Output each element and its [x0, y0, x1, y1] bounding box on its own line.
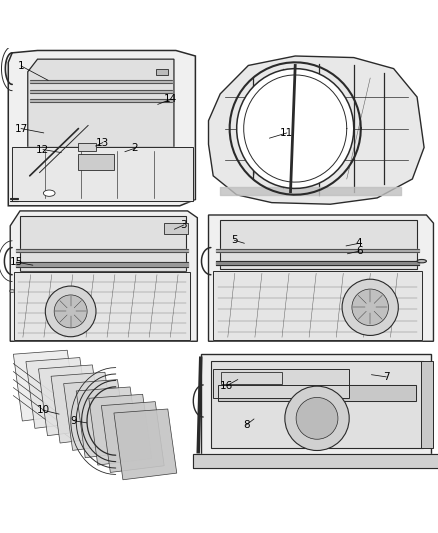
Polygon shape	[26, 358, 89, 429]
Circle shape	[296, 398, 338, 439]
Polygon shape	[201, 354, 431, 457]
Circle shape	[45, 286, 96, 337]
Text: 10: 10	[36, 405, 49, 415]
Text: 2: 2	[131, 143, 138, 154]
Text: 4: 4	[356, 238, 363, 248]
Polygon shape	[28, 59, 174, 148]
Bar	[220, 372, 283, 384]
Text: 6: 6	[356, 246, 363, 256]
Bar	[213, 271, 422, 340]
Polygon shape	[101, 402, 164, 472]
Text: 7: 7	[383, 372, 390, 382]
Text: 16: 16	[220, 381, 233, 391]
Ellipse shape	[10, 290, 14, 292]
Bar	[12, 148, 194, 201]
Bar	[421, 361, 433, 448]
Text: 3: 3	[180, 220, 187, 230]
Polygon shape	[39, 365, 101, 435]
Polygon shape	[211, 361, 424, 448]
Ellipse shape	[417, 260, 427, 263]
Polygon shape	[20, 216, 186, 271]
Bar	[193, 455, 438, 468]
Bar	[156, 69, 168, 75]
Polygon shape	[89, 394, 152, 465]
Circle shape	[285, 386, 349, 450]
Text: 11: 11	[280, 128, 293, 138]
Polygon shape	[237, 69, 354, 189]
Polygon shape	[220, 221, 417, 269]
Polygon shape	[13, 350, 76, 421]
Polygon shape	[8, 51, 195, 206]
Text: 1: 1	[18, 61, 25, 71]
Polygon shape	[64, 379, 127, 450]
Polygon shape	[10, 211, 198, 341]
Circle shape	[54, 295, 87, 328]
Text: 12: 12	[36, 144, 49, 155]
Bar	[218, 385, 416, 401]
Text: 8: 8	[243, 420, 250, 430]
Polygon shape	[208, 215, 434, 341]
Ellipse shape	[43, 190, 55, 196]
Circle shape	[342, 279, 398, 335]
Text: 17: 17	[14, 124, 28, 134]
Circle shape	[352, 289, 389, 326]
Bar	[78, 154, 113, 169]
Polygon shape	[76, 387, 139, 458]
Text: 13: 13	[96, 138, 110, 148]
Text: 14: 14	[164, 94, 177, 104]
Polygon shape	[114, 409, 177, 480]
Polygon shape	[51, 372, 114, 443]
Text: 5: 5	[231, 235, 238, 245]
Polygon shape	[208, 56, 424, 204]
Text: 9: 9	[70, 416, 77, 426]
Bar	[164, 223, 187, 234]
Text: 15: 15	[10, 257, 23, 267]
Bar	[78, 143, 96, 151]
Bar	[14, 272, 190, 340]
Bar	[213, 369, 349, 398]
